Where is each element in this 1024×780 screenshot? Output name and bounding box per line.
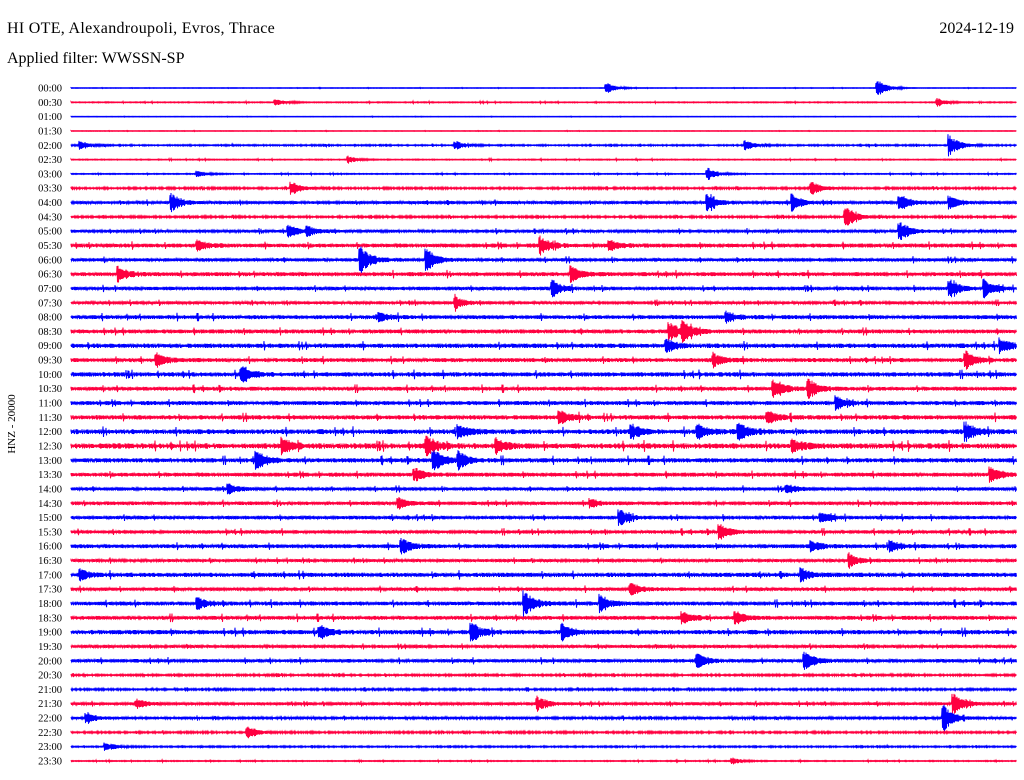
row-time-label: 17:00 bbox=[38, 570, 62, 581]
filter-label: Applied filter: WWSSN-SP bbox=[7, 50, 185, 67]
station-title: HI OTE, Alexandroupoli, Evros, Thrace bbox=[7, 20, 276, 37]
row-time-label: 11:00 bbox=[38, 399, 62, 410]
row-time-label: 09:30 bbox=[38, 356, 62, 367]
row-time-label: 00:00 bbox=[38, 84, 62, 95]
row-time-label: 11:30 bbox=[38, 413, 62, 424]
row-time-label: 13:30 bbox=[38, 470, 62, 481]
row-time-label: 12:00 bbox=[38, 427, 62, 438]
row-time-label: 12:30 bbox=[38, 441, 62, 452]
row-time-label: 13:00 bbox=[38, 456, 62, 467]
row-time-label: 02:30 bbox=[38, 155, 62, 166]
row-time-label: 02:00 bbox=[38, 141, 62, 152]
row-time-label: 16:30 bbox=[38, 556, 62, 567]
row-time-label: 23:30 bbox=[38, 757, 62, 768]
row-time-label: 04:30 bbox=[38, 212, 62, 223]
row-time-label: 08:30 bbox=[38, 327, 62, 338]
row-time-label: 03:30 bbox=[38, 184, 62, 195]
date-label: 2024-12-19 bbox=[939, 20, 1014, 37]
row-time-label: 22:00 bbox=[38, 714, 62, 725]
row-time-label: 06:30 bbox=[38, 270, 62, 281]
row-time-label: 18:30 bbox=[38, 613, 62, 624]
row-time-label: 23:00 bbox=[38, 742, 62, 753]
row-time-label: 09:00 bbox=[38, 341, 62, 352]
row-time-label: 00:30 bbox=[38, 98, 62, 109]
row-time-label: 01:00 bbox=[38, 112, 62, 123]
row-time-label: 10:00 bbox=[38, 370, 62, 381]
row-time-label: 06:00 bbox=[38, 255, 62, 266]
row-time-label: 19:00 bbox=[38, 628, 62, 639]
row-time-label: 18:00 bbox=[38, 599, 62, 610]
row-time-label: 16:00 bbox=[38, 542, 62, 553]
row-time-label: 15:30 bbox=[38, 527, 62, 538]
row-time-label: 10:30 bbox=[38, 384, 62, 395]
row-time-label: 01:30 bbox=[38, 126, 62, 137]
row-time-label: 14:30 bbox=[38, 499, 62, 510]
row-time-label: 19:30 bbox=[38, 642, 62, 653]
row-time-label: 22:30 bbox=[38, 728, 62, 739]
row-time-label: 04:00 bbox=[38, 198, 62, 209]
row-time-label: 21:30 bbox=[38, 699, 62, 710]
row-time-label: 14:00 bbox=[38, 484, 62, 495]
row-time-label: 05:30 bbox=[38, 241, 62, 252]
row-time-label: 17:30 bbox=[38, 585, 62, 596]
row-time-label: 15:00 bbox=[38, 513, 62, 524]
row-time-label: 07:00 bbox=[38, 284, 62, 295]
row-time-label: 03:00 bbox=[38, 169, 62, 180]
row-time-label: 07:30 bbox=[38, 298, 62, 309]
row-time-label: 20:30 bbox=[38, 671, 62, 682]
row-time-label: 21:00 bbox=[38, 685, 62, 696]
row-time-label: 08:00 bbox=[38, 313, 62, 324]
row-time-label: 20:00 bbox=[38, 656, 62, 667]
row-time-label: 05:00 bbox=[38, 227, 62, 238]
